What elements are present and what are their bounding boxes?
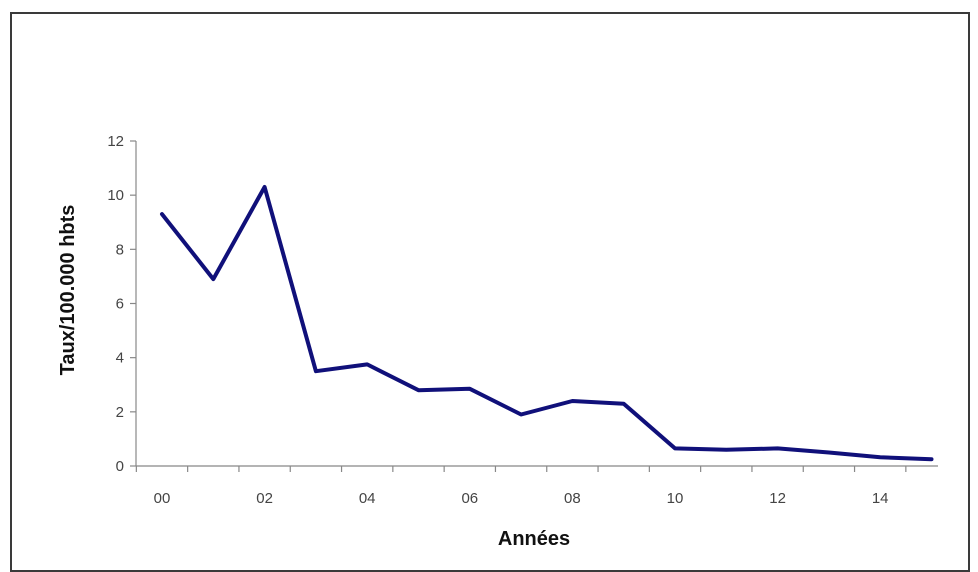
x-axis: 00 02 04 06 08 10 12 14 <box>135 465 938 507</box>
series-group <box>160 185 934 462</box>
x-tick-label: 14 <box>872 490 889 507</box>
data-point <box>673 446 677 450</box>
x-tick-label: 06 <box>461 490 478 507</box>
y-axis: 0 2 4 6 8 10 12 <box>107 133 137 475</box>
y-tick-label: 0 <box>116 458 124 475</box>
x-tick-label: 00 <box>154 490 171 507</box>
y-tick-label: 2 <box>116 404 124 421</box>
data-point <box>827 450 831 454</box>
x-tick-label: 04 <box>359 490 376 507</box>
y-tick-label: 6 <box>116 296 124 313</box>
data-point <box>365 362 369 366</box>
chart-frame <box>10 12 970 572</box>
x-tick-label: 10 <box>667 490 684 507</box>
x-tick-label: 08 <box>564 490 581 507</box>
data-point <box>930 457 933 461</box>
data-point <box>878 455 882 459</box>
y-tick-label: 4 <box>116 350 124 367</box>
x-tick-label: 02 <box>256 490 273 507</box>
data-point <box>211 277 215 281</box>
data-point <box>519 413 523 417</box>
y-tick-label: 8 <box>116 241 124 258</box>
data-point <box>724 448 728 452</box>
data-point <box>776 446 780 450</box>
data-point <box>314 369 318 373</box>
data-point <box>417 388 420 392</box>
data-point <box>570 399 574 403</box>
series-line <box>160 185 934 462</box>
x-axis-title: Années <box>498 528 570 550</box>
data-point <box>160 212 164 216</box>
data-point <box>468 387 472 391</box>
x-tick-label: 12 <box>769 490 786 507</box>
y-axis-title: Taux/100.000 hbts <box>57 205 79 376</box>
y-tick-label: 12 <box>107 133 124 150</box>
data-point <box>263 185 267 189</box>
y-tick-label: 10 <box>107 187 124 204</box>
data-point <box>622 402 626 406</box>
